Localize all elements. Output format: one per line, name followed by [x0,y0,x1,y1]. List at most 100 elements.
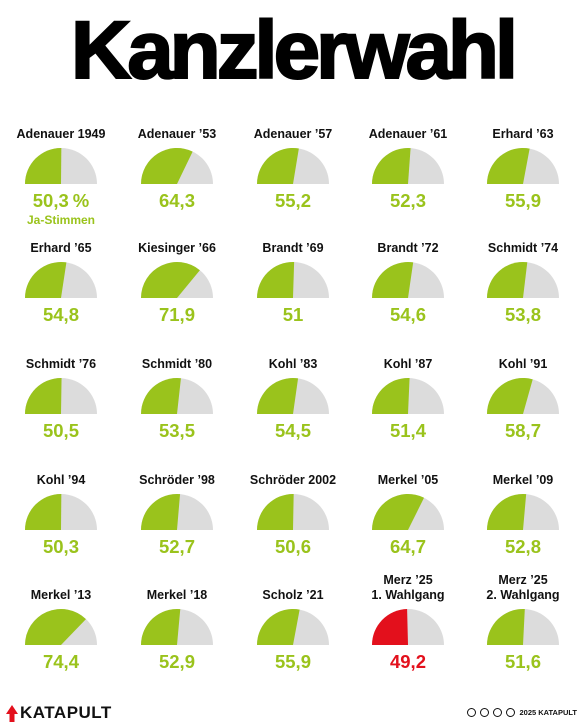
gauge-value-sector [141,262,200,298]
gauge-value-sector [487,378,533,414]
gauge-item: Merz ’252. Wahlgang 51,6 [486,573,559,672]
gauge-value: 51,6 [505,651,541,672]
gauge-value: 64,7 [390,536,426,557]
gauge-label: Erhard ’63 [492,127,553,141]
gauge-value-sector [25,609,86,645]
gauge-value: 55,9 [275,651,311,672]
series-label: Ja-Stimmen [27,213,95,227]
nd-icon [506,708,516,717]
gauge-value-sector [372,147,411,184]
gauge-value-sector [141,378,181,414]
gauge-label: Merkel ’09 [493,473,554,487]
katapult-logo: KATAPULT [6,703,112,722]
gauge-item: Schmidt ’74 53,8 [487,241,559,325]
gauge-value: 50,5 [43,420,79,441]
gauge-value-sector [25,147,62,184]
gauge-item: Adenauer ’61 52,3 [369,127,448,211]
gauge-label: Adenauer ’57 [254,127,333,141]
gauge-value: 55,2 [275,190,311,211]
gauge-label: Merkel ’05 [378,473,439,487]
gauge-label: Schmidt ’74 [488,241,558,255]
gauge-value-sector [257,378,299,414]
gauge-value: 64,3 [159,190,195,211]
gauge-item: Scholz ’21 55,9 [257,588,329,672]
gauge-label: Kohl ’91 [499,357,548,371]
gauge-value: 71,9 [159,304,195,325]
gauge-value-sector [141,609,181,645]
footer-credit: 2025 KATAPULT [467,708,577,717]
gauge-value-sector [25,493,62,530]
gauge-value-sector [371,377,410,414]
unit-label: % [73,190,89,211]
gauge-value: 51,4 [390,420,427,441]
by-icon [480,708,490,717]
gauge-label: Adenauer ’61 [369,127,448,141]
gauge-item: Brandt ’69 51 [257,241,329,325]
gauge-label: Kiesinger ’66 [138,241,216,255]
gauge-label: Merkel ’13 [31,588,92,602]
gauge-label: Merkel ’18 [147,588,208,602]
gauge-label: Kohl ’87 [384,357,433,371]
gauge-item: Erhard ’63 55,9 [487,127,559,211]
gauge-value: 52,8 [505,536,541,557]
gauge-value-sector [25,377,62,414]
gauge-value-sector [487,494,527,530]
gauge-item: Kohl ’91 58,7 [487,357,559,441]
gauge-item: Merkel ’13 74,4 [25,588,97,672]
gauge-value-sector [257,262,295,298]
gauge-value: 54,6 [390,304,426,325]
gauge-value-sector [141,147,193,184]
gauge-label: Schröder 2002 [250,473,336,487]
copyright-text: 2025 KATAPULT [519,708,577,717]
gauge-value-sector [257,148,299,184]
gauge-value-sector [372,609,408,645]
logo-text: KATAPULT [20,703,112,722]
gauge-item: Adenauer ’53 64,3 [138,127,217,211]
gauge-value-sector [487,148,530,184]
gauge-label: Erhard ’65 [30,241,91,255]
gauge-value: 54,5 [275,420,311,441]
gauge-value-sector [487,609,525,645]
gauge-value: 50,3% [33,190,89,211]
gauge-item: Schmidt ’80 53,5 [141,357,213,441]
gauge-item: Adenauer ’57 55,2 [254,127,333,211]
gauge-label: Brandt ’69 [262,241,323,255]
gauge-value-sector [257,609,300,645]
gauge-item: Schröder ’98 52,7 [139,473,215,557]
gauge-value: 58,7 [505,420,541,441]
gauge-label: Brandt ’72 [377,241,438,255]
gauge-item: Merkel ’05 64,7 [372,473,444,557]
gauge-label: Schmidt ’80 [142,357,212,371]
gauge-value-sector [25,262,67,298]
gauge-value: 51 [283,304,304,325]
nc-icon [493,708,503,717]
gauge-value: 54,8 [43,304,79,325]
gauge-value-sector [372,493,425,530]
gauge-value-sector [372,262,414,298]
gauge-value: 52,9 [159,651,195,672]
gauge-item: Schmidt ’76 50,5 [25,357,97,441]
gauge-label: Scholz ’21 [262,588,323,602]
gauge-value: 74,4 [43,651,80,672]
gauge-item: Brandt ’72 54,6 [372,241,444,325]
gauge-label: Merz ’25 [498,573,547,587]
logo-mark-icon [6,704,18,722]
gauge-item: Merkel ’09 52,8 [487,473,559,557]
gauge-value-sector [257,494,294,530]
gauge-value: 50,6 [275,536,311,557]
gauge-value: 55,9 [505,190,541,211]
gauge-item: Kohl ’94 50,3 [25,473,97,557]
gauge-label: 2. Wahlgang [486,588,559,602]
gauge-item: Merkel ’18 52,9 [141,588,213,672]
gauge-label: Adenauer 1949 [17,127,106,141]
gauge-item: Schröder 2002 50,6 [250,473,336,557]
gauge-label: Schmidt ’76 [26,357,96,371]
gauge-value: 52,3 [390,190,426,211]
gauge-item: Kohl ’83 54,5 [257,357,329,441]
gauge-item: Merz ’251. Wahlgang 49,2 [371,573,444,672]
gauge-value: 53,8 [505,304,541,325]
gauge-value-sector [487,262,528,298]
cc-icon [467,708,477,717]
gauge-label: Merz ’25 [383,573,432,587]
